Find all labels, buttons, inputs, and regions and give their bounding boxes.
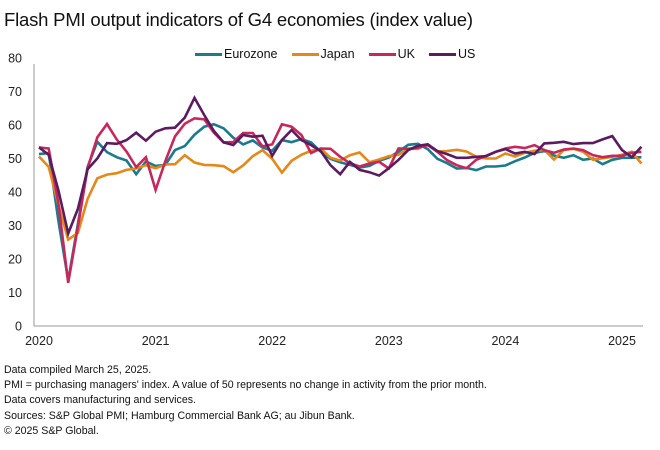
legend-swatch-japan [291, 52, 319, 56]
legend-item-uk: UK [368, 47, 415, 61]
y-tick-label: 80 [8, 52, 22, 66]
series-line-japan [38, 142, 643, 242]
legend-label-eurozone: Eurozone [224, 47, 278, 61]
y-tick-label: 10 [8, 286, 22, 300]
series-line-us [38, 95, 643, 238]
note-sources: Sources: S&P Global PMI; Hamburg Commerc… [4, 409, 355, 422]
note-copyright: © 2025 S&P Global. [4, 424, 99, 437]
x-tick-label: 2022 [258, 334, 286, 348]
y-tick-label: 40 [8, 186, 22, 200]
legend-swatch-uk [368, 52, 396, 56]
x-tick-label: 2020 [25, 334, 53, 348]
legend-item-us: US [428, 47, 476, 61]
chart-title: Flash PMI output indicators of G4 econom… [4, 9, 473, 30]
y-tick-label: 30 [8, 219, 22, 233]
legend-item-eurozone: Eurozone [195, 47, 278, 61]
x-tick-label: 2024 [491, 334, 519, 348]
x-tick-label: 2025 [608, 334, 636, 348]
y-tick-label: 50 [8, 152, 22, 166]
chart-legend: Eurozone Japan UK US [195, 47, 475, 61]
note-data-compiled: Data compiled March 25, 2025. [4, 364, 152, 376]
note-pmi-definition: PMI = purchasing managers' index. A valu… [4, 379, 487, 392]
y-tick-label: 60 [8, 119, 22, 133]
legend-label-uk: UK [397, 47, 415, 61]
y-axis-ticks: 0 10 20 30 40 50 60 70 80 [8, 52, 22, 334]
y-tick-label: 70 [8, 85, 22, 99]
x-tick-label: 2023 [375, 334, 403, 348]
chart-notes: Data compiled March 25, 2025. PMI = purc… [4, 363, 487, 439]
legend-swatch-eurozone [195, 52, 222, 56]
note-data-coverage: Data covers manufacturing and services. [4, 394, 196, 407]
legend-label-us: US [457, 47, 476, 61]
legend-label-japan: Japan [320, 47, 355, 61]
series-lines [38, 95, 643, 284]
legend-swatch-us [428, 52, 456, 56]
legend-item-japan: Japan [291, 47, 355, 61]
y-tick-label: 20 [8, 253, 22, 267]
x-tick-label: 2021 [142, 334, 170, 348]
y-tick-label: 0 [15, 320, 22, 334]
x-axis-ticks: 2020 2021 2022 2023 2024 2025 [25, 334, 636, 348]
series-line-eurozone [38, 122, 642, 281]
